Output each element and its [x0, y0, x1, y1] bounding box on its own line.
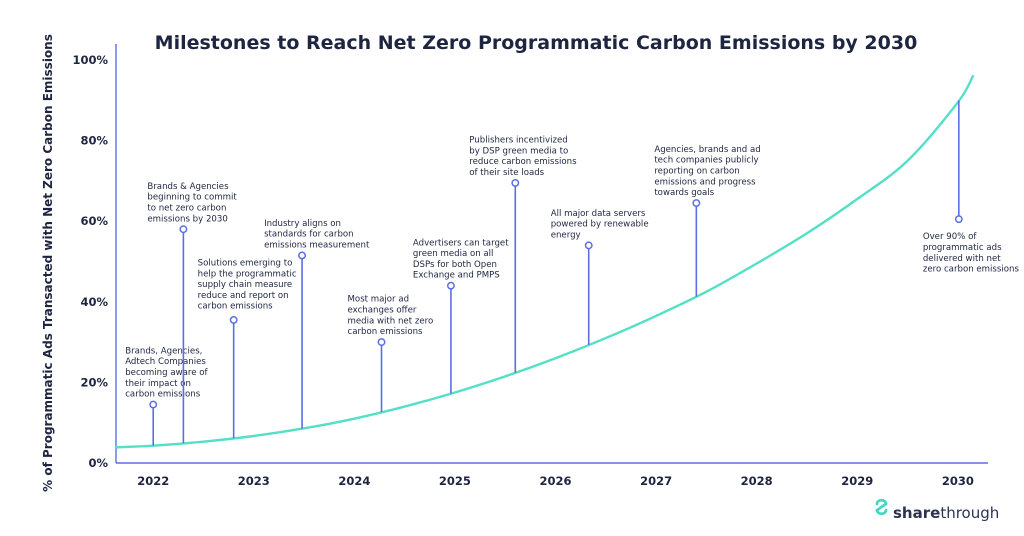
milestone-label-line: carbon emissions [125, 390, 201, 400]
milestone-label-line: green media on all [413, 249, 494, 259]
milestone-label-line: carbon emissions [348, 327, 424, 337]
y-tick-label: 60% [80, 214, 108, 228]
x-tick-label: 2029 [841, 474, 873, 488]
milestone-9: Agencies, brands and ad tech companies pu… [654, 145, 761, 297]
milestone-label: Solutions emerging to help the programmat… [198, 259, 297, 312]
milestone-label-line: Agencies, brands and ad [654, 145, 760, 155]
x-tick-label: 2030 [942, 474, 974, 488]
milestone-label-line: All major data servers [551, 209, 646, 219]
milestone-label-line: Brands, Agencies, [125, 346, 202, 356]
milestone-8: All major data servers powered by renewab… [551, 209, 649, 345]
milestone-3: Solutions emerging to help the programmat… [198, 259, 297, 439]
y-tick-label: 100% [72, 53, 108, 67]
milestone-label-line: reduce carbon emissions [469, 157, 577, 167]
milestone-marker [584, 241, 593, 250]
milestone-label-line: emissions measurement [264, 240, 370, 250]
milestone-label-line: becoming aware of [125, 368, 208, 378]
brand-name: sharethrough [893, 504, 999, 522]
milestone-label-line: by DSP green media to [469, 146, 568, 156]
milestone-label-line: DSPs for both Open [413, 260, 497, 270]
milestone-label-line: Adtech Companies [125, 357, 206, 367]
milestone-1: Brands, Agencies, Adtech Companies becomin… [125, 346, 209, 446]
x-tick-label: 2027 [640, 474, 672, 488]
chart-title: Milestones to Reach Net Zero Programmati… [155, 32, 918, 54]
milestone-label-line: emissions by 2030 [147, 214, 227, 224]
milestone-marker [149, 400, 158, 409]
milestone-label-line: zero carbon emissions [923, 265, 1020, 275]
milestone-7: Publishers incentivized by DSP green medi… [469, 136, 577, 373]
milestone-marker [446, 281, 455, 290]
milestone-label: Most major ad exchanges offer media with n… [348, 295, 434, 337]
brand-logo: sharethrough [875, 498, 999, 522]
milestone-label-line: Most major ad [348, 295, 410, 305]
milestone-label-line: supply chain measure [198, 280, 293, 290]
milestone-marker [298, 251, 307, 260]
milestone-label-line: exchanges offer [348, 306, 417, 316]
milestone-label-line: of their site loads [469, 168, 544, 178]
x-tick-label: 2025 [439, 474, 471, 488]
milestone-label-line: Publishers incentivized [469, 136, 567, 146]
milestone-5: Most major ad exchanges offer media with n… [348, 295, 434, 413]
milestone-4: Industry aligns on standards for carbon em… [264, 219, 370, 429]
milestone-2: Brands & Agencies beginning to commit to n… [147, 182, 237, 444]
milestone-label-line: programmatic ads [923, 243, 1002, 253]
y-axis-label: % of Programmatic Ads Transacted with Ne… [41, 34, 55, 492]
milestone-label: Agencies, brands and ad tech companies pu… [654, 145, 760, 198]
milestone-label-line: their impact on [125, 379, 191, 389]
milestone-label: Brands, Agencies, Adtech Companies becomin… [125, 346, 208, 399]
milestone-label: Over 90% of programmatic ads delivered wit… [923, 232, 1020, 274]
milestone-layer: Brands, Agencies, Adtech Companies becomin… [125, 100, 1020, 446]
milestone-marker [229, 315, 238, 324]
milestone-label-line: Industry aligns on [264, 219, 341, 229]
milestone-label-line: to net zero carbon [147, 203, 226, 213]
milestone-label: Advertisers can target green media on all… [413, 238, 509, 280]
brand-name-rest: through [940, 504, 999, 522]
y-tick-label: 40% [80, 295, 108, 309]
milestone-label-line: beginning to commit [147, 193, 237, 203]
milestone-marker [692, 199, 701, 208]
x-tick-label: 2024 [338, 474, 370, 488]
milestone-label-line: energy [551, 230, 581, 240]
milestone-label-line: tech companies publicly [654, 156, 758, 166]
milestone-marker [179, 225, 188, 234]
x-tick-label: 2023 [238, 474, 270, 488]
milestone-marker [377, 338, 386, 347]
sharethrough-icon [875, 498, 888, 516]
milestone-label-line: Solutions emerging to [198, 259, 293, 269]
y-tick-label: 0% [88, 456, 108, 470]
milestone-label-line: carbon emissions [198, 302, 274, 312]
milestone-label-line: towards goals [654, 188, 714, 198]
y-tick-label: 80% [80, 134, 108, 148]
milestone-label-line: delivered with net [923, 254, 1001, 264]
milestone-label-line: Brands & Agencies [147, 182, 229, 192]
growth-curve [114, 74, 975, 449]
milestone-label: Publishers incentivized by DSP green medi… [469, 136, 577, 178]
milestone-label-line: Over 90% of [923, 232, 977, 242]
milestone-label-line: powered by renewable [551, 220, 649, 230]
milestone-marker [954, 215, 963, 224]
milestone-label-line: reduce and report on [198, 291, 289, 301]
x-tick-label: 2028 [741, 474, 773, 488]
milestone-label-line: emissions and progress [654, 177, 756, 187]
axes: 0% 20% 40% 60% 80% 100% 2022 2023 2024 2025 2026 20… [72, 44, 988, 488]
y-tick-label: 20% [80, 375, 108, 389]
milestone-label: Industry aligns on standards for carbon em… [264, 219, 370, 251]
curve-layer [114, 74, 975, 449]
milestone-label-line: media with net zero [348, 316, 434, 326]
milestone-label-line: Advertisers can target [413, 238, 509, 248]
milestone-label: All major data servers powered by renewab… [551, 209, 649, 241]
milestone-label: Brands & Agencies beginning to commit to n… [147, 182, 237, 224]
milestone-10: Over 90% of programmatic ads delivered wit… [923, 100, 1020, 275]
milestone-label-line: Exchange and PMPS [413, 271, 500, 281]
milestone-label-line: standards for carbon [264, 230, 354, 240]
x-tick-label: 2026 [540, 474, 572, 488]
x-tick-label: 2022 [137, 474, 169, 488]
milestone-label-line: reporting on carbon [654, 166, 739, 176]
milestone-marker [511, 178, 520, 187]
milestone-label-line: help the programmatic [198, 269, 297, 279]
brand-name-strong: share [893, 504, 940, 522]
milestone-6: Advertisers can target green media on all… [413, 238, 509, 394]
